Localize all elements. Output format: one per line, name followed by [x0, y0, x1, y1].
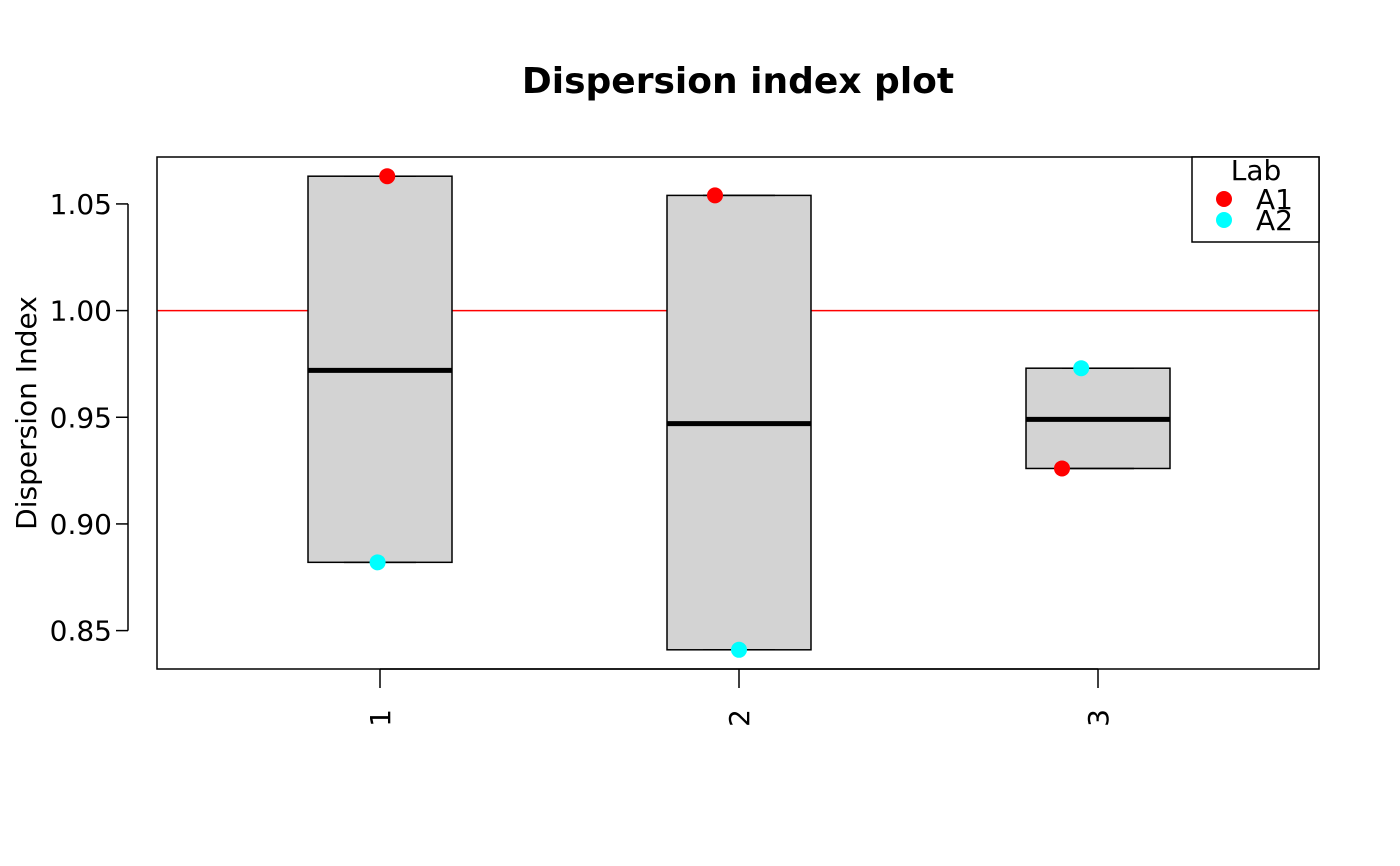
- box-3: [1025, 367, 1171, 470]
- legend-label-a2: A2: [1256, 204, 1293, 237]
- point-a1-2: [707, 187, 723, 204]
- y-tick-label: 1.05: [50, 188, 112, 221]
- x-tick-label: 1: [364, 709, 397, 727]
- x-tick-label: 3: [1082, 709, 1115, 727]
- x-tick-label: 2: [723, 709, 756, 727]
- y-axis-label: Dispersion Index: [10, 296, 43, 530]
- box-1: [307, 175, 453, 564]
- y-tick-label: 0.90: [50, 508, 112, 541]
- y-axis: 0.85 0.90 0.95 1.00 1.05: [50, 188, 129, 648]
- plot-area: [157, 168, 1319, 658]
- point-a2-2: [731, 641, 747, 658]
- y-tick-label: 0.95: [50, 401, 112, 434]
- box-2: [666, 194, 812, 651]
- legend-box: [1191, 156, 1320, 243]
- point-a1-3: [1054, 460, 1070, 477]
- point-a1-1: [379, 168, 396, 185]
- chart-title: Dispersion index plot: [522, 61, 954, 102]
- x-axis: 1 2 3: [364, 668, 1115, 727]
- y-tick-label: 1.00: [50, 295, 112, 328]
- legend-title: Lab: [1231, 154, 1282, 187]
- legend-label-a1: A1: [1256, 183, 1293, 216]
- legend-marker-a2: [1216, 212, 1232, 228]
- point-a2-3: [1073, 360, 1090, 377]
- legend-marker-a1: [1216, 191, 1232, 207]
- point-a2-1: [369, 554, 386, 571]
- y-tick-label: 0.85: [50, 615, 112, 648]
